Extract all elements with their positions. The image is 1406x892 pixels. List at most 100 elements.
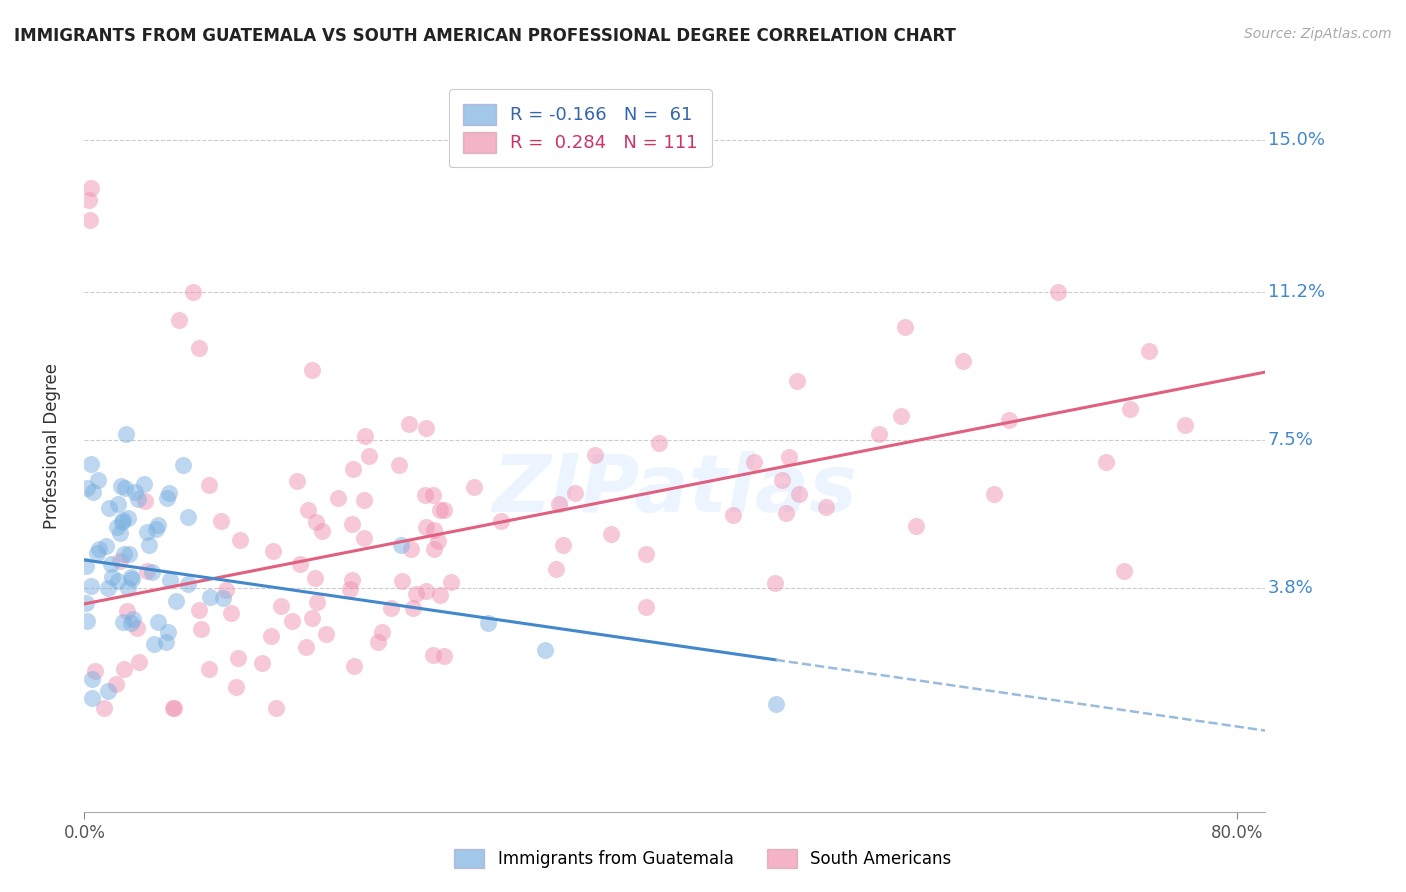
Point	[304, 571, 326, 585]
Point	[132, 477, 155, 491]
Point	[159, 573, 181, 587]
Point	[1094, 455, 1116, 469]
Point	[117, 581, 139, 595]
Point	[636, 547, 658, 561]
Point	[342, 517, 364, 532]
Point	[388, 458, 411, 473]
Text: 11.2%: 11.2%	[1268, 283, 1324, 301]
Point	[177, 577, 200, 591]
Point	[868, 426, 890, 441]
Point	[295, 640, 318, 655]
Point	[371, 625, 394, 640]
Point	[79, 580, 101, 594]
Point	[86, 546, 108, 560]
Point	[564, 486, 586, 500]
Point	[117, 510, 139, 524]
Text: 15.0%: 15.0%	[1268, 131, 1324, 149]
Point	[84, 664, 107, 678]
Y-axis label: Professional Degree: Professional Degree	[42, 363, 60, 529]
Point	[80, 691, 103, 706]
Text: ZIPatlas: ZIPatlas	[492, 450, 858, 529]
Point	[118, 547, 141, 561]
Point	[128, 492, 150, 507]
Point	[112, 662, 135, 676]
Point	[211, 591, 233, 605]
Point	[165, 594, 187, 608]
Point	[100, 558, 122, 572]
Point	[114, 481, 136, 495]
Point	[188, 602, 211, 616]
Point	[763, 576, 786, 591]
Point	[107, 574, 129, 588]
Point	[198, 662, 221, 676]
Point	[297, 503, 319, 517]
Point	[143, 637, 166, 651]
Point	[353, 429, 375, 443]
Point	[97, 581, 120, 595]
Point	[357, 449, 380, 463]
Point	[77, 193, 100, 207]
Point	[110, 478, 132, 492]
Point	[422, 648, 444, 663]
Point	[125, 621, 148, 635]
Point	[342, 659, 364, 673]
Point	[648, 436, 671, 450]
Point	[155, 635, 177, 649]
Point	[281, 614, 304, 628]
Point	[181, 285, 204, 299]
Point	[157, 486, 180, 500]
Point	[440, 575, 463, 590]
Point	[117, 604, 139, 618]
Point	[353, 531, 375, 545]
Point	[765, 697, 787, 711]
Point	[1119, 402, 1142, 417]
Point	[97, 500, 120, 515]
Point	[433, 648, 456, 663]
Point	[997, 413, 1019, 427]
Point	[1137, 343, 1160, 358]
Point	[311, 524, 333, 539]
Point	[157, 625, 180, 640]
Point	[398, 417, 420, 431]
Point	[108, 525, 131, 540]
Point	[399, 541, 422, 556]
Text: Source: ZipAtlas.com: Source: ZipAtlas.com	[1244, 27, 1392, 41]
Point	[423, 541, 446, 556]
Point	[315, 627, 337, 641]
Point	[93, 700, 115, 714]
Point	[105, 677, 128, 691]
Point	[546, 562, 568, 576]
Point	[156, 491, 179, 506]
Point	[219, 606, 242, 620]
Point	[548, 497, 571, 511]
Point	[429, 588, 451, 602]
Point	[742, 455, 765, 469]
Text: 7.5%: 7.5%	[1268, 431, 1313, 449]
Point	[190, 622, 212, 636]
Point	[250, 656, 273, 670]
Point	[128, 655, 150, 669]
Point	[904, 518, 927, 533]
Point	[415, 421, 437, 435]
Point	[423, 523, 446, 537]
Point	[188, 341, 211, 355]
Point	[389, 538, 412, 552]
Point	[815, 500, 838, 514]
Point	[111, 615, 134, 629]
Point	[225, 680, 247, 694]
Point	[983, 486, 1005, 500]
Point	[97, 684, 120, 698]
Point	[262, 544, 284, 558]
Point	[305, 516, 328, 530]
Point	[228, 533, 250, 547]
Text: 3.8%: 3.8%	[1268, 579, 1313, 597]
Point	[301, 611, 323, 625]
Point	[198, 590, 221, 604]
Point	[391, 574, 413, 588]
Point	[405, 587, 427, 601]
Point	[952, 353, 974, 368]
Legend: Immigrants from Guatemala, South Americans: Immigrants from Guatemala, South America…	[447, 842, 959, 875]
Point	[477, 616, 499, 631]
Point	[583, 448, 606, 462]
Point	[786, 374, 808, 388]
